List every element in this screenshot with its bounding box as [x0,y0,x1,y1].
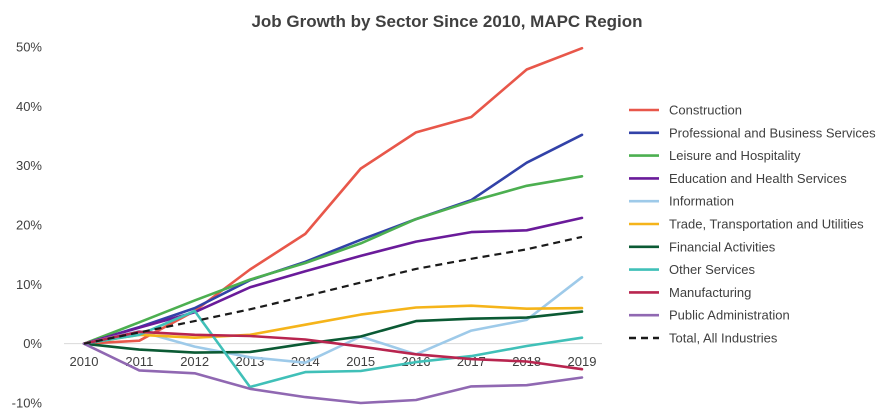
legend-item: Financial Activities [629,239,776,254]
legend-label: Information [669,194,734,209]
legend-item: Total, All Industries [629,331,778,346]
legend-item: Leisure and Hospitality [629,148,801,163]
y-tick-label: -10% [12,396,43,411]
y-tick-label: 10% [16,277,42,292]
legend-item: Public Administration [629,308,790,323]
y-tick-label: 0% [23,336,42,351]
series-line-manufacturing [82,330,584,371]
series-line-professional-and-business-services [82,133,584,346]
legend-label: Professional and Business Services [669,125,876,140]
x-tick-label: 2015 [346,354,375,369]
series-line-construction [82,46,584,346]
series-line-financial-activities [82,310,584,354]
legend-label: Total, All Industries [669,331,778,346]
series-line-other-services [82,309,584,389]
series-line-trade-transportation-and-utilities [82,304,584,346]
series-line-public-administration [82,342,584,405]
legend-item: Information [629,194,734,209]
series-lines [82,46,584,405]
y-tick-label: 20% [16,218,42,233]
legend-label: Other Services [669,262,755,277]
legend-label: Trade, Transportation and Utilities [669,217,864,232]
x-tick-label: 2010 [70,354,99,369]
legend-label: Manufacturing [669,285,751,300]
y-tick-label: 50% [16,40,42,55]
legend-item: Trade, Transportation and Utilities [629,217,864,232]
series-line-leisure-and-hospitality [82,175,584,346]
legend-item: Other Services [629,262,755,277]
legend-item: Construction [629,103,742,118]
legend-label: Education and Health Services [669,171,847,186]
legend-item: Professional and Business Services [629,125,876,140]
legend-label: Public Administration [669,308,790,323]
chart-title: Job Growth by Sector Since 2010, MAPC Re… [251,12,642,31]
y-tick-label: 30% [16,158,42,173]
legend-item: Education and Health Services [629,171,847,186]
series-line-information [82,275,584,365]
series-line-total-all-industries [83,235,583,345]
series-line-education-and-health-services [82,216,584,346]
legend-label: Financial Activities [669,239,776,254]
y-axis-tick-labels: -10% 0% 10% 20% 30% 40% 50% [12,40,43,411]
x-tick-label: 2011 [125,354,153,369]
x-tick-label: 2012 [180,354,209,369]
legend-label: Leisure and Hospitality [669,148,801,163]
legend-label: Construction [669,103,742,118]
legend: Construction Professional and Business Se… [629,103,876,346]
x-tick-label: 2019 [568,354,597,369]
y-tick-label: 40% [16,99,42,114]
legend-item: Manufacturing [629,285,751,300]
